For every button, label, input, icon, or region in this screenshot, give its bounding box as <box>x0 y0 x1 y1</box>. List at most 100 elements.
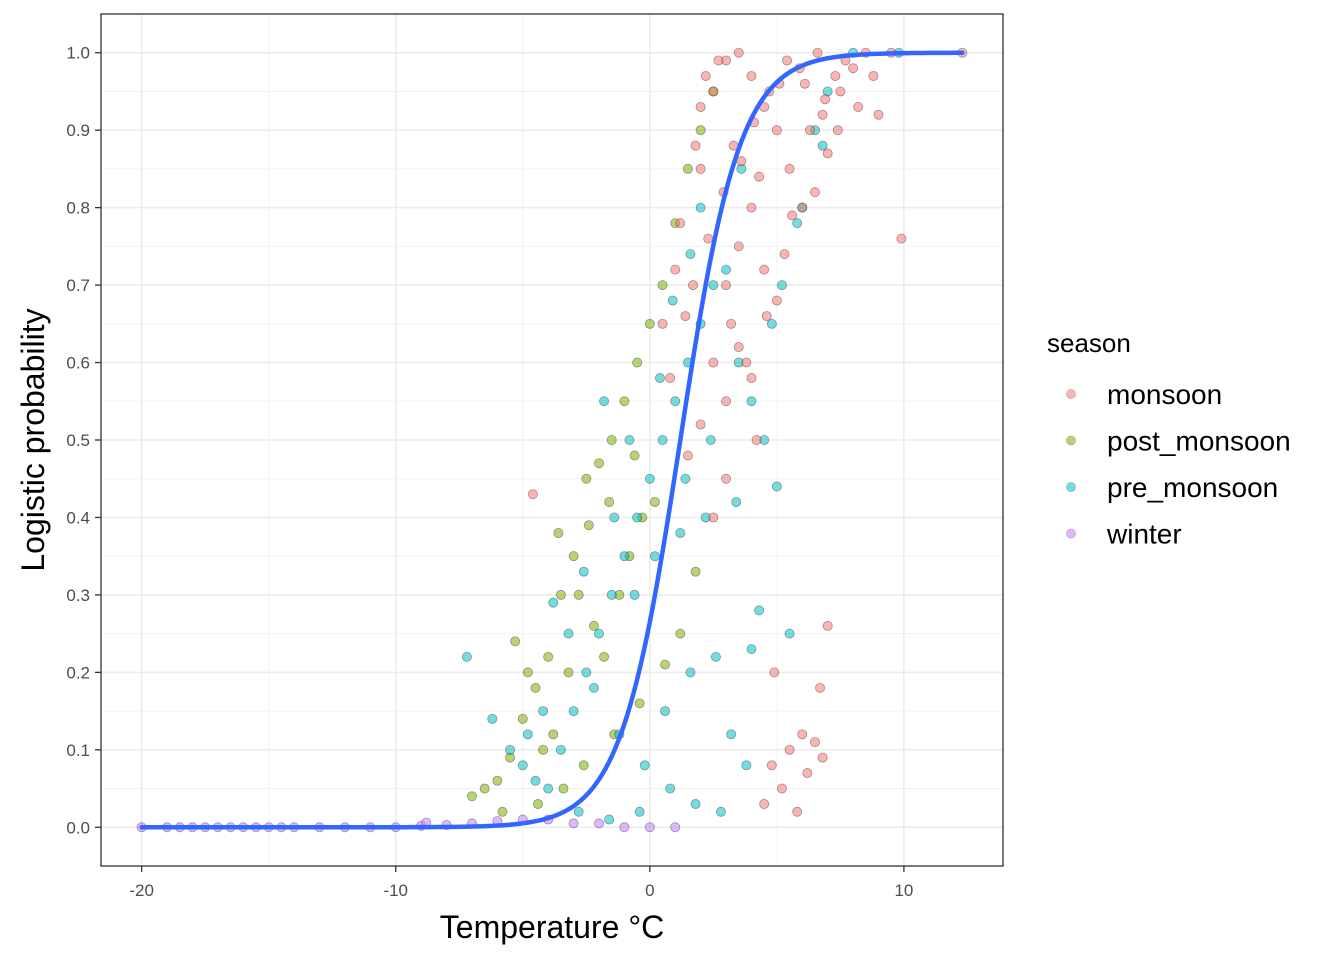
fit-curve-group <box>139 50 965 830</box>
point-monsoon <box>746 373 757 384</box>
y-tick-labels: 0.0 0.1 0.2 0.3 0.4 0.5 0.6 0.7 0.8 0.9 1.0 <box>66 44 90 838</box>
point-monsoon <box>812 47 823 58</box>
point-monsoon <box>782 55 793 66</box>
point-post-monsoon <box>604 496 615 507</box>
point-monsoon <box>809 737 820 748</box>
point-pre-monsoon <box>731 496 742 507</box>
point-pre-monsoon <box>624 434 635 445</box>
point-pre-monsoon <box>581 667 592 678</box>
x-tick-label: -10 <box>383 881 408 900</box>
legend-key <box>1066 388 1077 399</box>
point-pre-monsoon <box>573 806 584 817</box>
point-monsoon <box>759 799 770 810</box>
point-monsoon <box>682 450 693 461</box>
point-post-monsoon <box>568 551 579 562</box>
point-post-monsoon <box>530 682 541 693</box>
data-points <box>136 47 968 833</box>
point-monsoon <box>896 233 907 244</box>
point-monsoon <box>761 311 772 322</box>
point-pre-monsoon <box>710 651 721 662</box>
point-post-monsoon <box>644 318 655 329</box>
point-pre-monsoon <box>530 775 541 786</box>
point-monsoon <box>848 63 859 74</box>
point-monsoon <box>733 47 744 58</box>
point-monsoon <box>776 783 787 794</box>
point-pre-monsoon <box>644 473 655 484</box>
point-pre-monsoon <box>771 481 782 492</box>
y-tick-label: 0.7 <box>66 276 90 295</box>
point-post-monsoon <box>563 667 574 678</box>
point-post-monsoon <box>675 628 686 639</box>
point-post-monsoon <box>538 744 549 755</box>
point-monsoon <box>792 806 803 817</box>
point-pre-monsoon <box>715 806 726 817</box>
point-pre-monsoon <box>563 628 574 639</box>
point-monsoon <box>733 342 744 353</box>
point-monsoon <box>721 280 732 291</box>
point-monsoon <box>809 187 820 198</box>
x-tick-label: 10 <box>894 881 913 900</box>
point-monsoon <box>771 125 782 136</box>
point-pre-monsoon <box>578 566 589 577</box>
point-monsoon <box>695 419 706 430</box>
point-post-monsoon <box>510 636 521 647</box>
logistic-fit-curve <box>139 50 965 830</box>
point-post-monsoon <box>533 799 544 810</box>
legend-title: season <box>1047 328 1131 358</box>
point-pre-monsoon <box>817 140 828 151</box>
point-pre-monsoon <box>505 744 516 755</box>
point-pre-monsoon <box>634 806 645 817</box>
point-pre-monsoon <box>543 783 554 794</box>
point-post-monsoon <box>657 280 668 291</box>
point-post-monsoon <box>497 806 508 817</box>
point-pre-monsoon <box>619 551 630 562</box>
legend-label: monsoon <box>1107 379 1222 410</box>
point-monsoon <box>799 78 810 89</box>
point-pre-monsoon <box>632 512 643 523</box>
point-post-monsoon <box>479 783 490 794</box>
point-post-monsoon <box>588 620 599 631</box>
point-post-monsoon <box>690 566 701 577</box>
point-monsoon <box>708 512 719 523</box>
point-monsoon <box>665 373 676 384</box>
point-monsoon <box>736 156 747 167</box>
point-winter <box>594 818 605 829</box>
legend-key <box>1066 435 1077 446</box>
point-monsoon <box>751 434 762 445</box>
axis-ticks <box>95 52 905 872</box>
point-monsoon <box>797 202 808 213</box>
point-monsoon <box>771 295 782 306</box>
y-tick-label: 0.2 <box>66 663 90 682</box>
point-monsoon <box>832 125 843 136</box>
point-monsoon <box>822 620 833 631</box>
y-tick-label: 0.1 <box>66 741 90 760</box>
y-tick-label: 0.0 <box>66 818 90 837</box>
point-pre-monsoon <box>675 527 686 538</box>
point-monsoon <box>746 70 757 81</box>
point-pre-monsoon <box>654 373 665 384</box>
x-tick-labels: -20 -10 0 10 <box>129 881 913 900</box>
point-pre-monsoon <box>538 706 549 717</box>
point-pre-monsoon <box>754 605 765 616</box>
point-pre-monsoon <box>784 628 795 639</box>
point-monsoon <box>817 752 828 763</box>
point-monsoon <box>721 396 732 407</box>
point-post-monsoon <box>632 357 643 368</box>
legend-item-pre-monsoon: pre_monsoon <box>1066 472 1278 503</box>
point-pre-monsoon <box>670 396 681 407</box>
y-tick-label: 1.0 <box>66 44 90 63</box>
point-monsoon <box>713 55 724 66</box>
point-monsoon <box>797 729 808 740</box>
point-monsoon <box>657 318 668 329</box>
point-post-monsoon <box>634 698 645 709</box>
point-pre-monsoon <box>594 628 605 639</box>
point-pre-monsoon <box>568 706 579 717</box>
x-tick-label: 0 <box>645 881 654 900</box>
point-monsoon <box>787 210 798 221</box>
point-post-monsoon <box>599 651 610 662</box>
legend-key <box>1066 528 1077 539</box>
point-monsoon <box>690 140 701 151</box>
point-post-monsoon <box>555 589 566 600</box>
point-pre-monsoon <box>667 295 678 306</box>
point-post-monsoon <box>594 458 605 469</box>
